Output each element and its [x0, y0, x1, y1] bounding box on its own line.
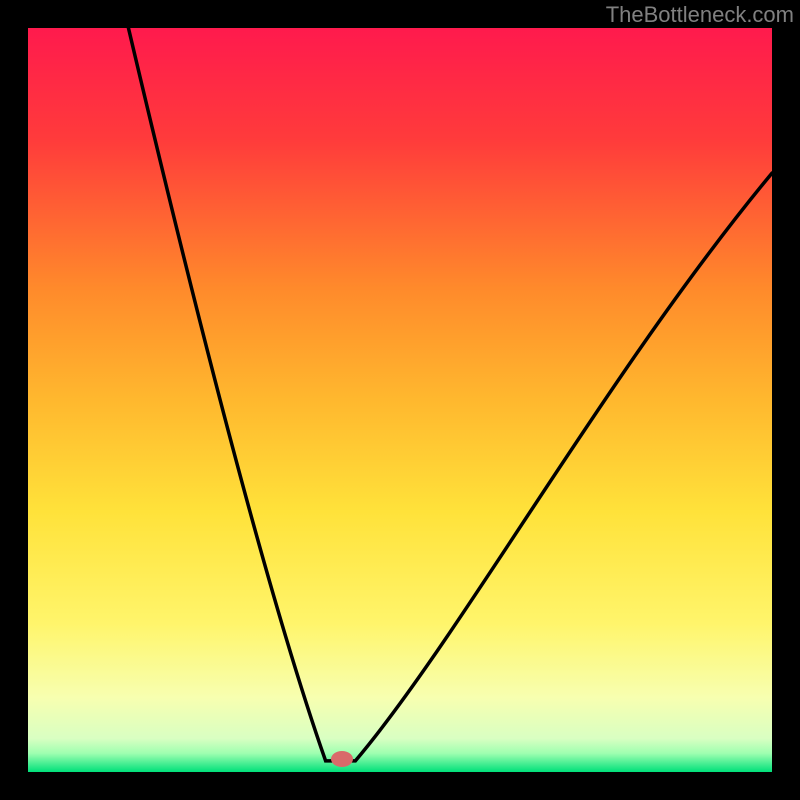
plot-area	[28, 28, 772, 772]
chart-frame: TheBottleneck.com	[0, 0, 800, 800]
bottleneck-curve	[28, 28, 772, 772]
watermark-text: TheBottleneck.com	[606, 2, 794, 28]
